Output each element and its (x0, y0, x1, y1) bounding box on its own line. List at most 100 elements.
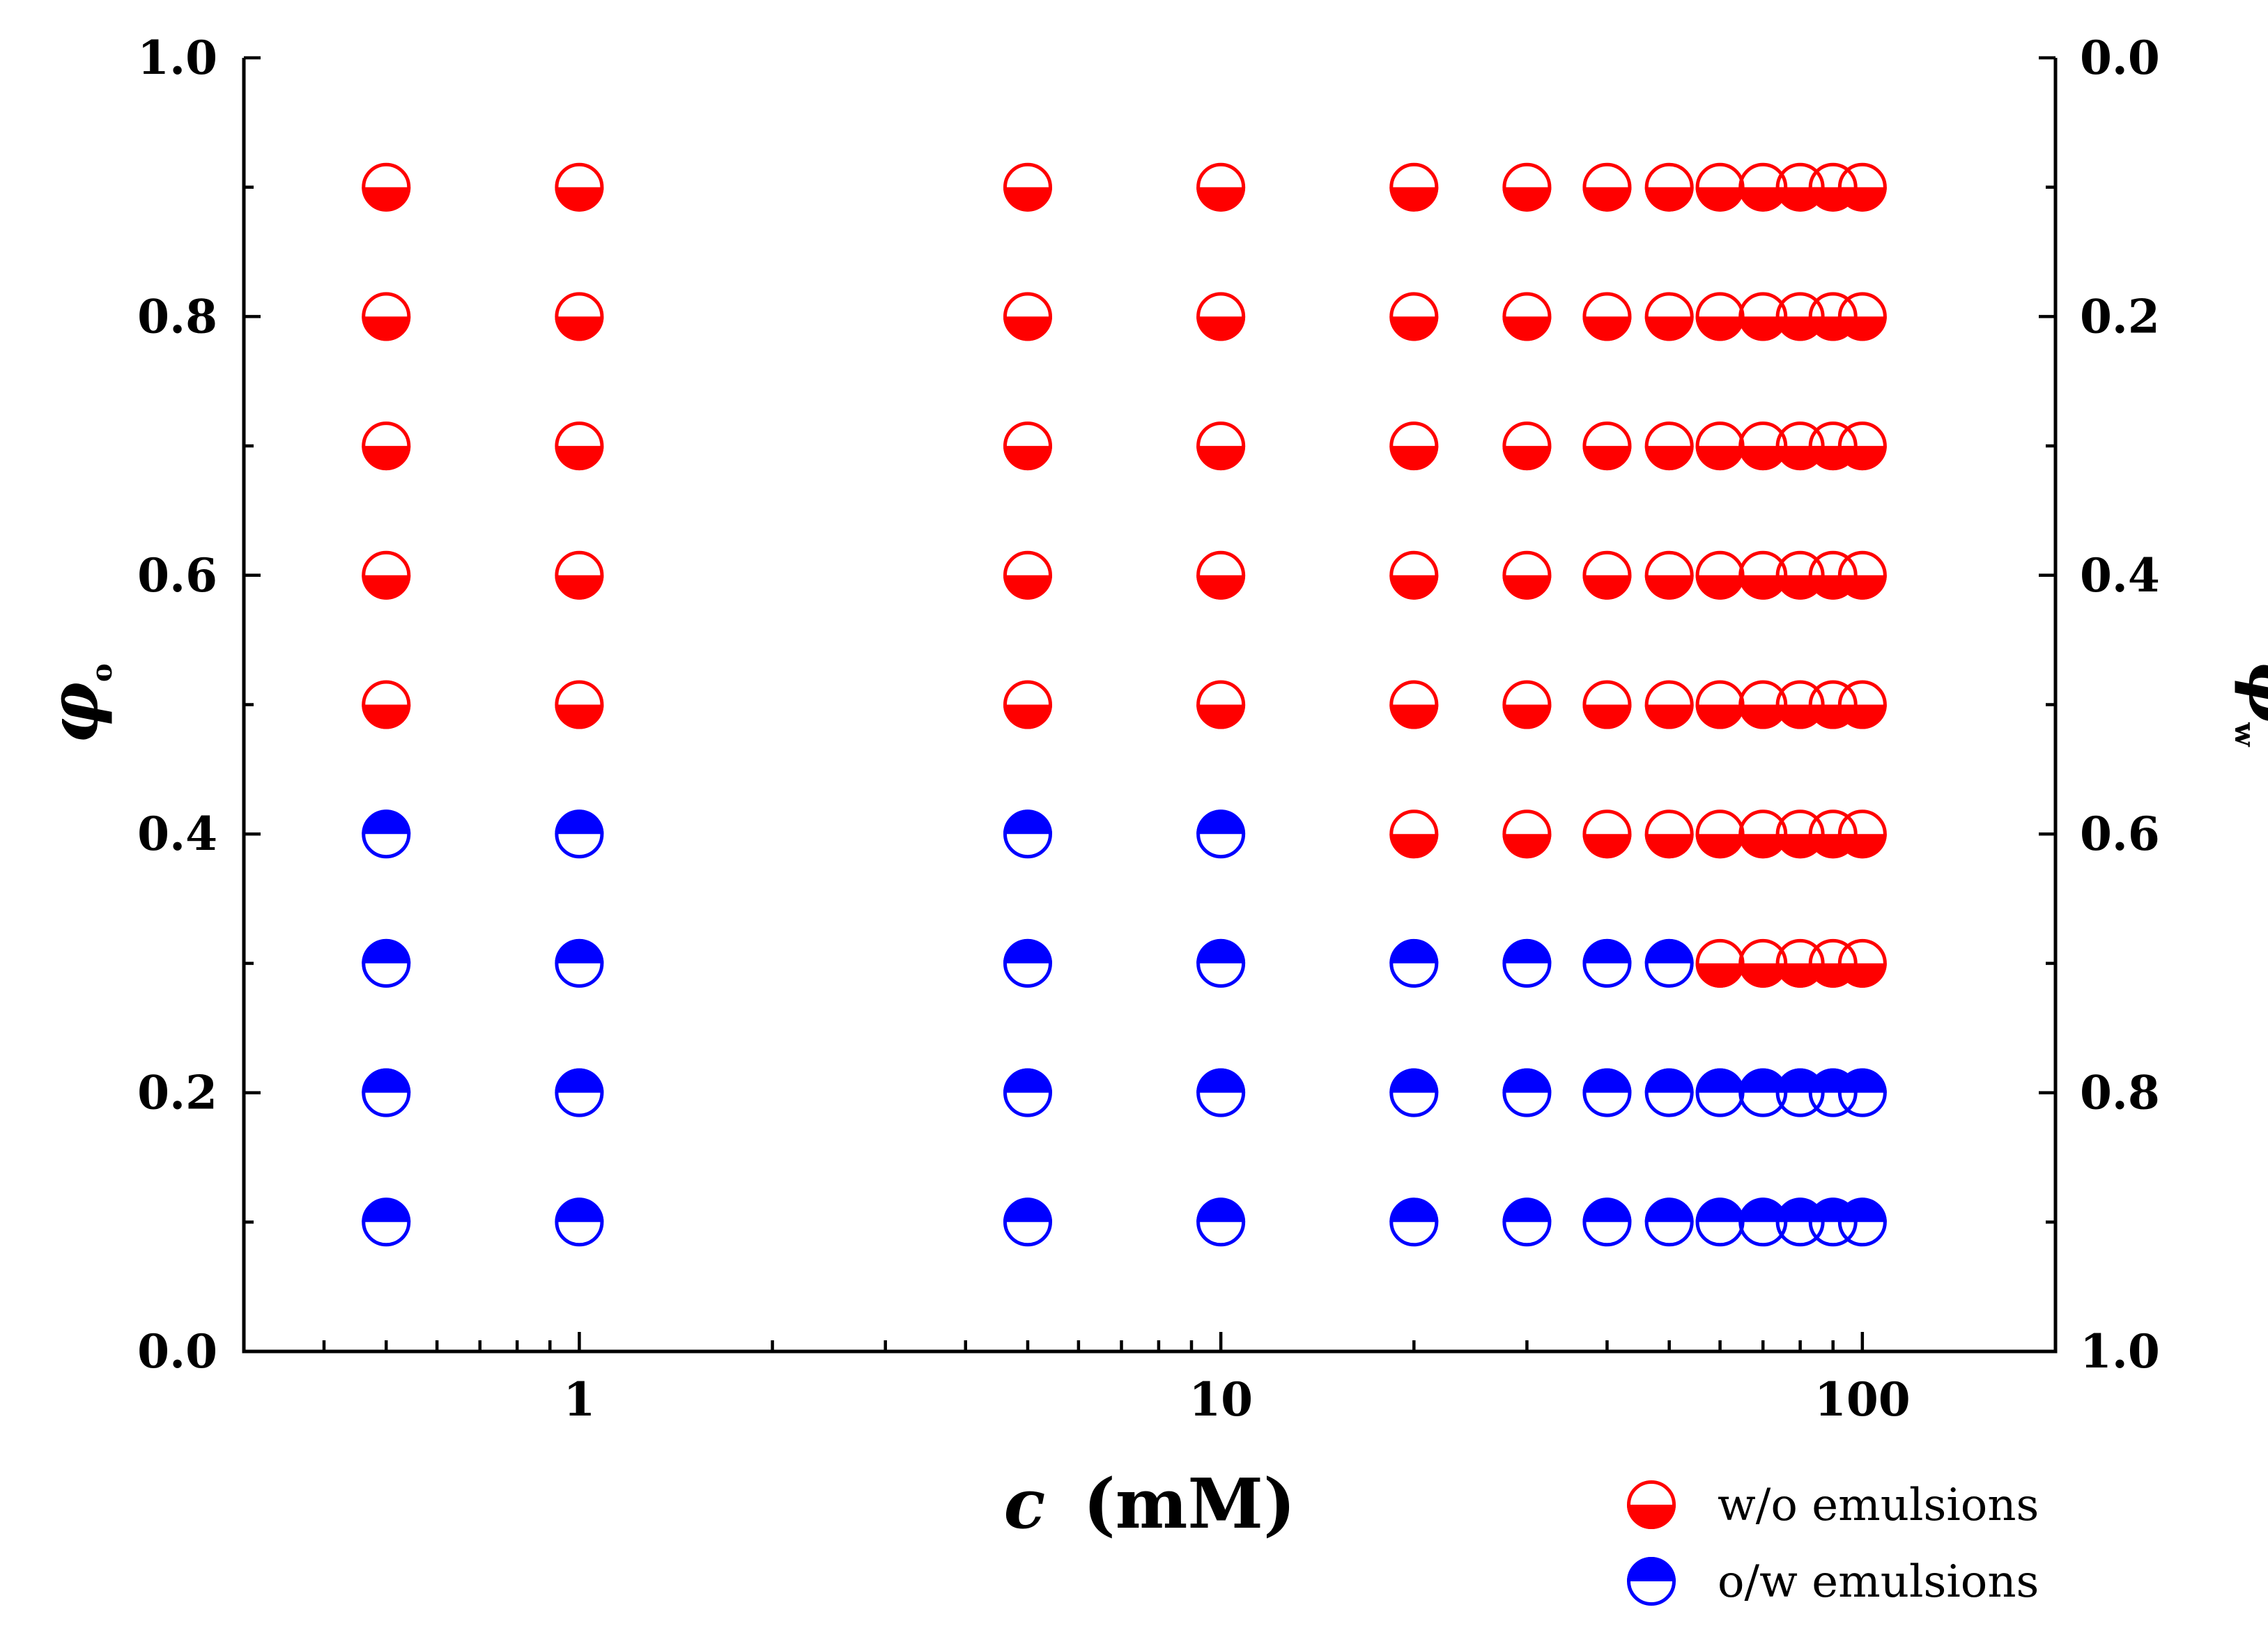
y-axis-left-title: φo (34, 663, 118, 743)
w-o-point (1837, 292, 1887, 341)
o-w-point-outline (1502, 1068, 1552, 1117)
o-w-point-outline (1837, 1197, 1887, 1247)
o-w-point-outline (1196, 809, 1246, 859)
w-o-point-outline (1003, 550, 1052, 600)
y-axis-right-symbol: φ (2232, 660, 2268, 722)
o-w-point-outline (1196, 1197, 1246, 1247)
w-o-point (1582, 292, 1632, 341)
w-o-point-outline (1196, 680, 1246, 729)
w-o-point-outline (1003, 292, 1052, 341)
w-o-point-outline (1003, 162, 1052, 212)
w-o-point-outline (555, 421, 604, 471)
w-o-point-outline (555, 292, 604, 341)
w-o-point-outline (1837, 680, 1887, 729)
w-o-point-outline (1502, 680, 1552, 729)
y-left-tick-label: 0.4 (137, 807, 217, 861)
o-w-point (1582, 1197, 1632, 1247)
legend-label-o-w: o/w emulsions (1718, 1556, 2039, 1608)
w-o-point (555, 421, 604, 471)
w-o-point-outline (1502, 162, 1552, 212)
w-o-point (1003, 292, 1052, 341)
o-w-point (1582, 1068, 1632, 1117)
w-o-point (1003, 162, 1052, 212)
w-o-point (1837, 938, 1887, 988)
w-o-point-outline (362, 292, 411, 341)
o-w-point (1003, 1197, 1052, 1247)
o-w-point-outline (555, 1197, 604, 1247)
w-o-point-outline (1644, 421, 1694, 471)
o-w-point-outline (1003, 1068, 1052, 1117)
o-w-point-outline (555, 1068, 604, 1117)
w-o-point-outline (1837, 550, 1887, 600)
w-o-point (555, 162, 604, 212)
o-w-point (1003, 809, 1052, 859)
legend-label-w-o: w/o emulsions (1718, 1480, 2039, 1531)
w-o-point (1502, 680, 1552, 729)
o-w-point (1582, 938, 1632, 988)
w-o-point-outline (1502, 421, 1552, 471)
w-o-point (555, 680, 604, 729)
w-o-point (1695, 162, 1745, 212)
o-w-point (1644, 1068, 1694, 1117)
w-o-point (362, 292, 411, 341)
legend-marker-o-w (1627, 1557, 1676, 1606)
w-o-point (1837, 421, 1887, 471)
w-o-point (1389, 550, 1439, 600)
w-o-point (1644, 292, 1694, 341)
w-o-point (1695, 680, 1745, 729)
w-o-point-outline (1644, 162, 1694, 212)
o-w-point-outline (362, 809, 411, 859)
y-axis-right-title: φw (2228, 660, 2268, 747)
w-o-point-outline (555, 680, 604, 729)
y-right-tick-label: 0.2 (2080, 289, 2160, 343)
o-w-point (1389, 1197, 1439, 1247)
o-w-point-outline (1389, 1197, 1439, 1247)
ticks (242, 56, 2058, 1354)
x-axis-title: c (mM) (1004, 1464, 1296, 1544)
w-o-point-outline (1582, 421, 1632, 471)
o-w-point-outline (1389, 1068, 1439, 1117)
legend-symbol-o-w-outline (1627, 1557, 1676, 1606)
o-w-point (1695, 1197, 1745, 1247)
w-o-point (1837, 162, 1887, 212)
y-right-tick-label: 0.8 (2080, 1066, 2160, 1120)
w-o-point (1196, 680, 1246, 729)
y-axis-left-subscript: o (86, 663, 118, 682)
legend-symbol-w-o (1627, 1480, 1676, 1529)
w-o-point-outline (1389, 421, 1439, 471)
y-right-tick-label: 1.0 (2080, 1324, 2160, 1379)
o-w-point-outline (362, 938, 411, 988)
w-o-point-outline (1502, 550, 1552, 600)
w-o-point-outline (1582, 550, 1632, 600)
legend-symbol-w-o-outline (1627, 1480, 1676, 1529)
w-o-point (1582, 680, 1632, 729)
w-o-point-outline (555, 550, 604, 600)
x-tick-label: 10 (1189, 1372, 1253, 1427)
o-w-point-outline (1582, 938, 1632, 988)
x-axis-title-unit: (mM) (1083, 1464, 1295, 1544)
w-o-point (1582, 162, 1632, 212)
o-w-point (1003, 1068, 1052, 1117)
w-o-point-outline (1644, 550, 1694, 600)
w-o-point (1003, 550, 1052, 600)
o-w-point-outline (1003, 809, 1052, 859)
w-o-point (362, 680, 411, 729)
w-o-point-outline (1837, 292, 1887, 341)
o-w-point-outline (362, 1197, 411, 1247)
o-w-point (1389, 1068, 1439, 1117)
o-w-point (1644, 1197, 1694, 1247)
o-w-point (1502, 1197, 1552, 1247)
o-w-point (362, 1197, 411, 1247)
o-w-point-outline (1582, 1197, 1632, 1247)
w-o-point-outline (362, 680, 411, 729)
y-axis-right-subscript: w (2228, 722, 2261, 747)
w-o-point (1644, 421, 1694, 471)
w-o-point (1695, 550, 1745, 600)
w-o-point (1196, 162, 1246, 212)
o-w-point (1196, 938, 1246, 988)
w-o-point (1389, 162, 1439, 212)
w-o-point (555, 550, 604, 600)
w-o-point (1582, 550, 1632, 600)
w-o-point (1644, 162, 1694, 212)
x-tick-label: 1 (563, 1372, 595, 1427)
